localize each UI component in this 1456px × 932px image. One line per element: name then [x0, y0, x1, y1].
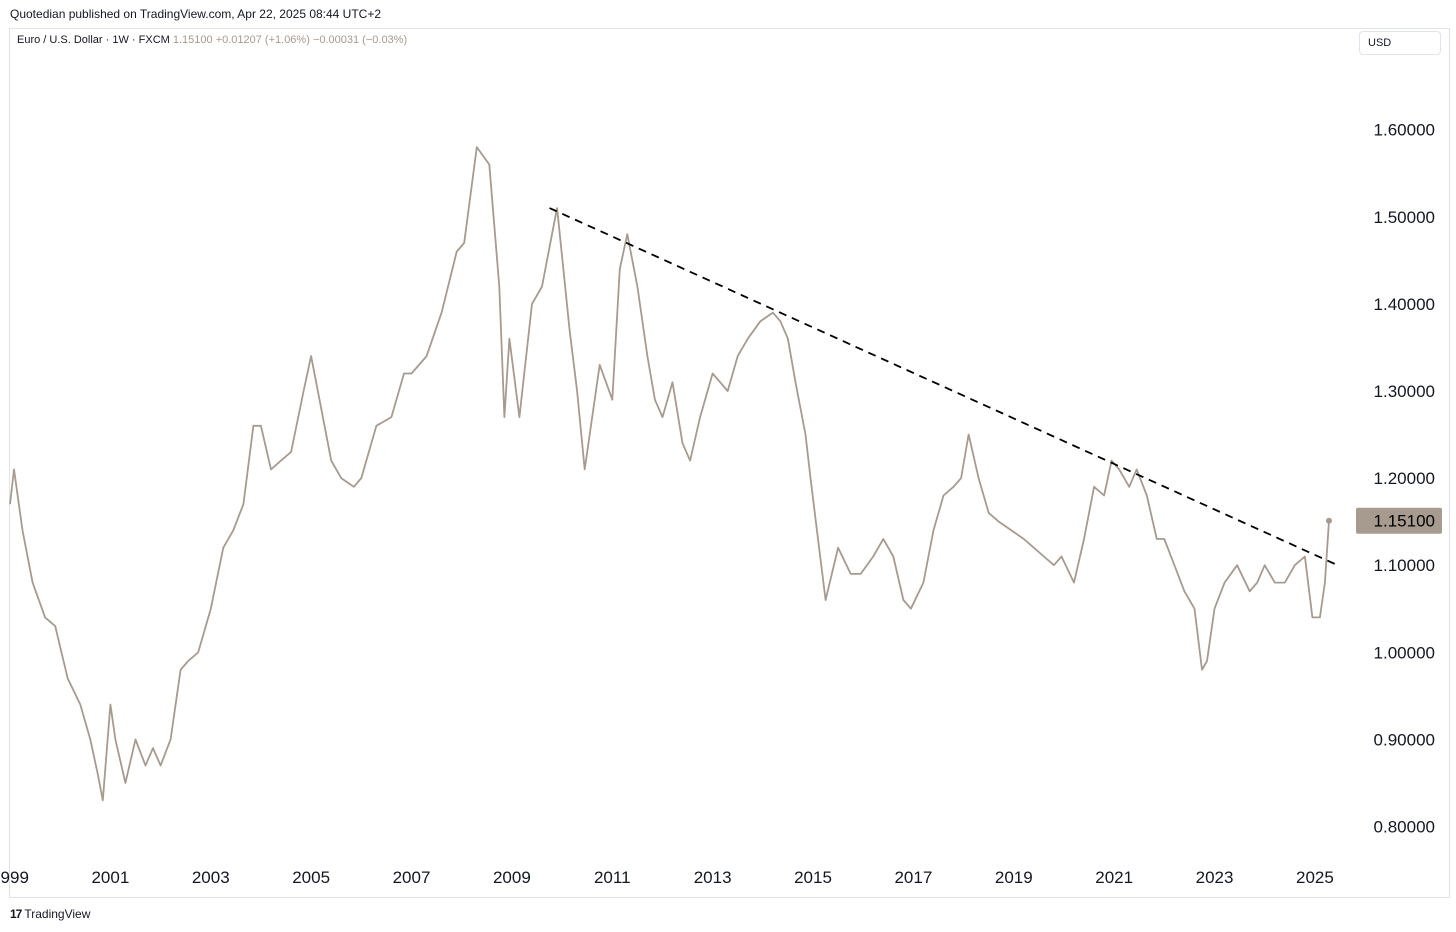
price-series-line	[9, 146, 1330, 802]
x-tick-label: 1999	[0, 868, 29, 887]
series-layer	[9, 146, 1332, 802]
x-tick-label: 2005	[292, 868, 330, 887]
chart-frame	[9, 28, 1450, 898]
y-tick-label: 0.80000	[1374, 817, 1435, 836]
symbol-title: Euro / U.S. Dollar · 1W · FXCM	[17, 34, 170, 46]
last-price-dot	[1325, 517, 1332, 524]
tradingview-logo-icon: 17	[10, 907, 22, 921]
annotation-layer	[549, 207, 1338, 566]
axis-ticks: 1999 2001 2003 2005 2007 2009 2011 2013 2015 2017…	[0, 121, 1435, 887]
y-tick-label: 1.10000	[1374, 556, 1435, 575]
footer-brand[interactable]: 17 TradingView	[10, 907, 90, 921]
x-tick-label: 2015	[794, 868, 832, 887]
last-price-tag: 1.15100	[1356, 507, 1442, 534]
x-tick-label: 2021	[1095, 868, 1133, 887]
x-tick-label: 2025	[1296, 868, 1334, 887]
brand-label: TradingView	[24, 907, 91, 921]
x-tick-label: 2011	[594, 868, 631, 887]
symbol-legend: Euro / U.S. Dollar · 1W · FXCM 1.15100 +…	[17, 34, 407, 46]
y-tick-label: 1.00000	[1374, 643, 1435, 662]
x-tick-label: 2001	[91, 868, 129, 887]
x-tick-label: 2017	[894, 868, 932, 887]
legend-change: +0.01207 (+1.06%)	[215, 34, 310, 46]
x-tick-label: 2019	[995, 868, 1033, 887]
y-tick-label: 1.20000	[1374, 469, 1435, 488]
y-tick-label: 1.50000	[1374, 208, 1435, 227]
y-tick-label: 1.40000	[1374, 295, 1435, 314]
x-tick-label: 2003	[192, 868, 230, 887]
y-tick-label: 1.30000	[1374, 382, 1435, 401]
legend-change-2: −0.00031 (−0.03%)	[312, 34, 408, 46]
y-tick-label: 1.60000	[1374, 121, 1435, 140]
x-tick-label: 2023	[1196, 868, 1234, 887]
y-tick-label: 0.90000	[1374, 730, 1435, 749]
x-tick-label: 2013	[694, 868, 732, 887]
price-tag-label: 1.15100	[1374, 512, 1435, 531]
currency-button[interactable]: USD	[1359, 31, 1441, 55]
publish-line: Quotedian published on TradingView.com, …	[10, 7, 382, 21]
price-tag-box	[1356, 507, 1442, 534]
x-tick-label: 2007	[393, 868, 431, 887]
dashed-trendline	[549, 207, 1338, 566]
x-tick-label: 2009	[493, 868, 531, 887]
legend-price: 1.15100	[172, 34, 213, 46]
